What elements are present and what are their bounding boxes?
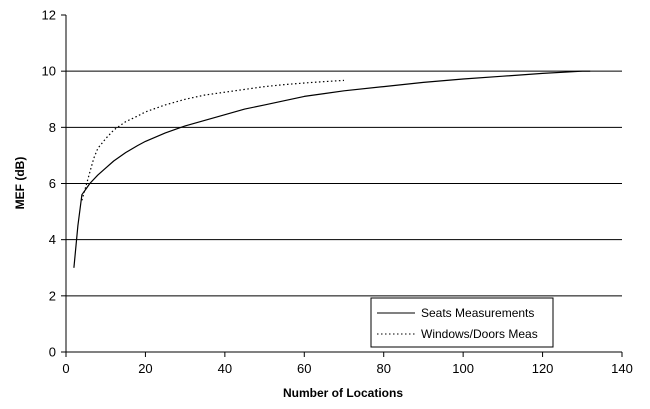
y-tick-label-4: 4	[49, 232, 56, 247]
x-axis-title: Number of Locations	[283, 386, 403, 400]
x-tick-label-60: 60	[297, 361, 311, 376]
series-line-seats-measurements	[73, 70, 591, 268]
y-tick-label-0: 0	[49, 345, 56, 360]
y-tick-label-6: 6	[49, 176, 56, 191]
x-axis-tick-labels: 0 20 40 60 80 100 120 140	[62, 361, 632, 376]
x-tick-label-0: 0	[62, 361, 69, 376]
x-tick-label-140: 140	[611, 361, 633, 376]
y-tick-label-2: 2	[49, 288, 56, 303]
legend-label-seats: Seats Measurements	[421, 306, 534, 320]
legend: Seats Measurements Windows/Doors Meas	[370, 297, 554, 348]
y-tick-label-12: 12	[42, 8, 56, 23]
x-tick-label-100: 100	[452, 361, 474, 376]
legend-label-windows: Windows/Doors Meas	[421, 327, 538, 341]
legend-box	[370, 297, 554, 348]
y-axis-tick-labels: 0 2 4 6 8 10 12	[42, 8, 56, 360]
y-tick-label-10: 10	[42, 64, 56, 79]
x-tick-label-20: 20	[138, 361, 152, 376]
x-tick-label-120: 120	[532, 361, 554, 376]
y-axis-title: MEF (dB)	[13, 157, 27, 210]
y-tick-label-8: 8	[49, 120, 56, 135]
series-line-windows-doors-meas	[81, 79, 345, 201]
x-tick-label-80: 80	[376, 361, 390, 376]
x-tick-label-40: 40	[218, 361, 232, 376]
plot-area	[61, 14, 623, 357]
